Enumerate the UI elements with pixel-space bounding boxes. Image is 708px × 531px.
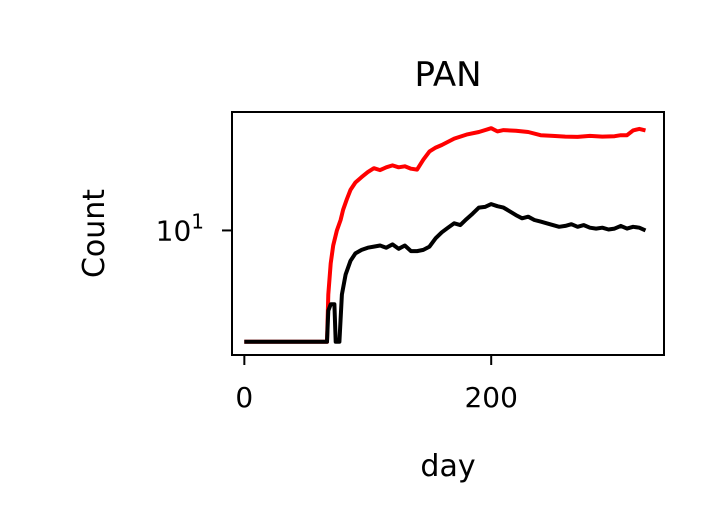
series-layer — [244, 126, 647, 344]
series-line-1 — [244, 126, 646, 344]
x-axis-label: day — [420, 449, 475, 484]
chart-title: PAN — [414, 55, 481, 95]
series-line-2 — [244, 202, 647, 344]
y-axis-label: Count — [77, 189, 112, 278]
y-tick-label: 101 — [156, 209, 204, 247]
x-tick-label: 0 — [235, 381, 253, 414]
x-axis: 0 200 — [235, 355, 518, 414]
x-tick-label: 200 — [464, 381, 517, 414]
y-axis: 101 — [156, 209, 232, 247]
plot-frame — [231, 111, 665, 356]
plot-area — [231, 111, 665, 356]
